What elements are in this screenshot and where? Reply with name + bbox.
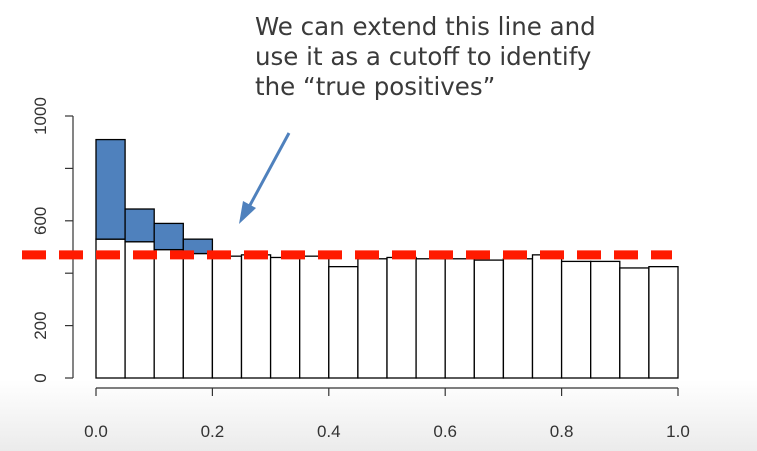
null-bar bbox=[328, 265, 359, 379]
null-bar bbox=[240, 254, 272, 379]
null-bar bbox=[502, 258, 534, 379]
x-tick-label: 0.6 bbox=[433, 422, 457, 441]
null-bar bbox=[357, 258, 388, 379]
null-bar bbox=[211, 255, 243, 379]
y-tick-label: 0 bbox=[31, 373, 50, 382]
annotation-line-1: We can extend this line and bbox=[255, 12, 596, 41]
y-tick-label: 1000 bbox=[31, 97, 50, 135]
null-bar bbox=[590, 260, 621, 379]
arrow-head-icon bbox=[239, 201, 256, 224]
excess-bar bbox=[182, 238, 214, 255]
excess-bar bbox=[95, 138, 126, 240]
null-bar bbox=[386, 256, 417, 379]
y-tick-label: 200 bbox=[31, 311, 50, 339]
x-tick-label: 0.8 bbox=[550, 422, 574, 441]
x-tick-label: 1.0 bbox=[666, 422, 690, 441]
null-bar bbox=[124, 241, 155, 379]
annotation-line-2: use it as a cutoff to identify bbox=[255, 42, 592, 71]
excess-bar bbox=[153, 222, 184, 251]
null-bar bbox=[619, 267, 650, 379]
null-bar bbox=[473, 259, 505, 379]
null-bar bbox=[648, 265, 679, 379]
null-bar bbox=[444, 258, 475, 379]
x-tick-label: 0.4 bbox=[317, 422, 341, 441]
annotation-text: We can extend this line and use it as a … bbox=[255, 12, 675, 102]
null-bars-group bbox=[95, 238, 679, 379]
annotation-arrow bbox=[239, 132, 291, 224]
null-bar bbox=[153, 248, 184, 379]
null-bar bbox=[269, 256, 301, 379]
excess-bar bbox=[124, 208, 155, 243]
arrow-shaft bbox=[247, 132, 291, 208]
null-bar bbox=[95, 238, 126, 379]
null-bar bbox=[531, 254, 563, 379]
axes-group: 0.0 0.2 0.4 0.6 0.8 1.0 0 200 600 1000 bbox=[31, 97, 690, 441]
null-bar bbox=[182, 252, 214, 379]
null-bar bbox=[560, 260, 592, 379]
excess-bars-group bbox=[95, 138, 214, 255]
y-tick-label: 600 bbox=[31, 207, 50, 235]
x-tick-label: 0.0 bbox=[84, 422, 108, 441]
null-bar bbox=[415, 258, 446, 379]
x-tick-label: 0.2 bbox=[201, 422, 225, 441]
null-bar bbox=[299, 255, 330, 379]
annotation-line-3: the “true positives” bbox=[255, 72, 496, 101]
